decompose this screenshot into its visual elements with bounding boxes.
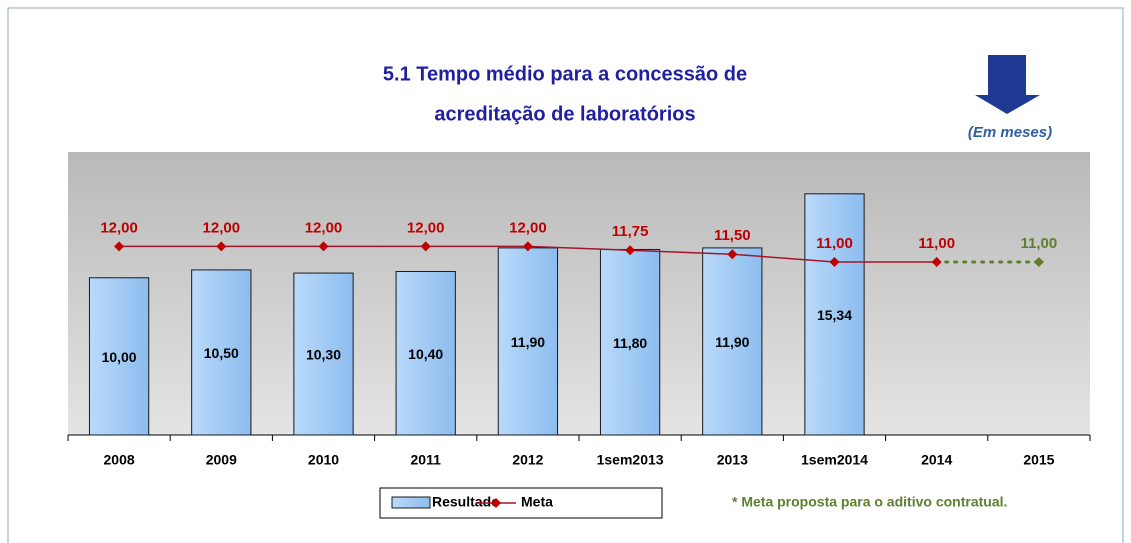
- line-value-label: 12,00: [407, 219, 445, 236]
- line-value-label: 12,00: [203, 219, 241, 236]
- x-tick-label: 2012: [512, 452, 543, 468]
- footnote: * Meta proposta para o aditivo contratua…: [732, 494, 1007, 510]
- line-value-label: 11,00: [816, 235, 853, 252]
- marker: [625, 245, 636, 256]
- marker: [318, 241, 329, 252]
- bar-value-label: 11,90: [715, 334, 749, 350]
- line-value-label: 12,00: [509, 219, 547, 236]
- bar-value-label: 15,34: [817, 307, 852, 323]
- legend-label: Resultado: [432, 494, 500, 510]
- line-value-label: 12,00: [305, 219, 343, 236]
- marker: [931, 257, 942, 268]
- marker: [829, 257, 840, 268]
- bar: [395, 270, 456, 436]
- bar: [191, 269, 252, 436]
- x-tick-label: 2010: [308, 452, 339, 468]
- bar-value-label: 10,50: [204, 345, 239, 361]
- bar: [702, 247, 763, 436]
- bar-value-label: 10,30: [306, 347, 341, 363]
- bar-value-label: 10,40: [408, 346, 443, 362]
- x-tick-label: 2011: [411, 452, 442, 468]
- x-tick-label: 2014: [921, 452, 952, 468]
- line-value-label: 11,00: [918, 235, 955, 252]
- unit-note: (Em meses): [968, 124, 1052, 141]
- x-tick-label: 2015: [1023, 452, 1054, 468]
- marker: [727, 249, 738, 260]
- line-value-label: 12,00: [100, 219, 138, 236]
- bar-value-label: 11,90: [511, 334, 545, 350]
- chart-title: acreditação de laboratórios: [434, 103, 695, 125]
- marker: [114, 241, 125, 252]
- legend-swatch: [491, 498, 501, 508]
- x-tick-label: 2013: [717, 452, 748, 468]
- x-tick-label: 1sem2014: [801, 452, 868, 468]
- marker: [1033, 257, 1044, 268]
- bar: [88, 277, 150, 436]
- x-tick-label: 2008: [104, 452, 135, 468]
- frame: [7, 7, 1124, 543]
- legend-swatch: [391, 496, 431, 509]
- legend-label: Meta: [521, 494, 553, 510]
- line-value-label: 11,00: [1021, 235, 1058, 252]
- bar: [599, 248, 661, 436]
- bar: [293, 272, 354, 436]
- line-value-label: 11,50: [714, 227, 751, 244]
- bar-value-label: 11,80: [613, 335, 647, 351]
- x-tick-label: 2009: [206, 452, 237, 468]
- marker: [522, 241, 533, 252]
- bar: [497, 247, 559, 436]
- bar-value-label: 10,00: [102, 349, 137, 365]
- x-tick-label: 1sem2013: [597, 452, 664, 468]
- bar: [804, 193, 865, 436]
- down-arrow: [975, 55, 1040, 114]
- marker: [420, 241, 431, 252]
- marker: [216, 241, 227, 252]
- line-value-label: 11,75: [612, 223, 649, 240]
- chart-title: 5.1 Tempo médio para a concessão de: [383, 63, 747, 85]
